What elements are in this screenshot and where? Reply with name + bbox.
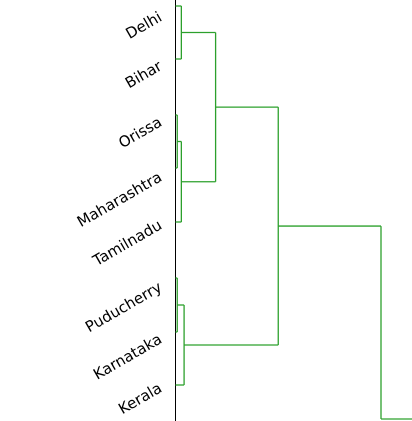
leaf-label-orissa: Orissa xyxy=(115,113,165,152)
leaf-label-karnataka: Karnataka xyxy=(90,330,165,384)
leaf-labels: DelhiBiharOrissaMaharashtraTamilnaduPudu… xyxy=(74,8,166,418)
leaf-label-delhi: Delhi xyxy=(123,8,165,43)
leaf-label-bihar: Bihar xyxy=(122,56,166,92)
leaf-label-tamilnadu: Tamilnadu xyxy=(89,216,165,270)
leaf-label-kerala: Kerala xyxy=(115,379,165,418)
leaf-label-puducherry: Puducherry xyxy=(82,278,165,336)
dendrogram-links xyxy=(175,5,412,420)
